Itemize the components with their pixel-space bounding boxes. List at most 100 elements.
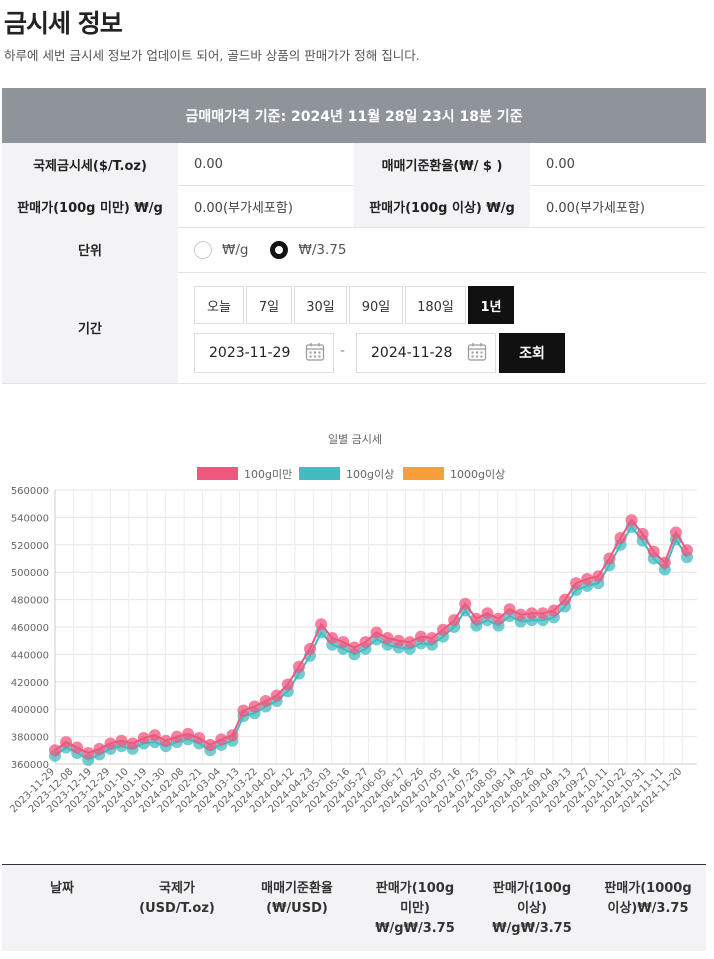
data-point <box>93 742 106 755</box>
legend-swatch <box>197 467 238 480</box>
fx-rate-value: 0.00 <box>546 156 575 172</box>
data-point <box>304 642 317 655</box>
data-point <box>270 689 283 702</box>
col-header-fx-rate: 매매기준환율 (₩/USD) <box>261 881 333 916</box>
data-point <box>115 734 128 747</box>
data-point <box>226 729 239 742</box>
period-label: 기간 <box>2 272 178 383</box>
y-tick-label: 380000 <box>11 733 49 744</box>
data-point <box>614 531 627 544</box>
data-point <box>669 526 682 539</box>
data-point <box>370 626 383 639</box>
sale-over-value: 0.00(부가세포함) <box>546 200 645 216</box>
unit-label: 단위 <box>2 227 178 272</box>
data-point <box>647 545 660 558</box>
data-point <box>425 631 438 644</box>
chart-title: 일별 금시세 <box>328 432 382 446</box>
sale-under-label: 판매가(100g 미만) ₩/g <box>2 185 178 227</box>
data-point <box>337 636 350 649</box>
period-7d-button[interactable]: 7일 <box>246 286 292 324</box>
period-1y-button[interactable]: 1년 <box>468 286 514 324</box>
col-header-sale-1000: 판매가(1000g 이상)₩/3.75 <box>604 881 692 916</box>
data-point <box>359 636 372 649</box>
sale-under-value: 0.00(부가세포함) <box>194 200 293 216</box>
data-point <box>193 731 206 744</box>
data-point <box>514 608 527 621</box>
data-point <box>182 727 195 740</box>
y-tick-label: 440000 <box>11 650 49 661</box>
unit-radio-per-gram[interactable]: ₩/g <box>194 240 248 259</box>
data-point <box>459 597 472 610</box>
data-point <box>625 514 638 527</box>
y-tick-label: 360000 <box>11 760 49 771</box>
data-point <box>137 731 150 744</box>
radio-circle-icon <box>194 240 212 259</box>
legend-label: 100g이상 <box>346 468 394 481</box>
data-point <box>470 612 483 625</box>
calendar-icon[interactable] <box>467 342 487 362</box>
data-point <box>204 738 217 751</box>
data-point <box>82 747 95 760</box>
data-point <box>392 634 405 647</box>
y-tick-label: 500000 <box>11 568 49 579</box>
intl-price-value: 0.00 <box>194 156 223 172</box>
data-point <box>315 618 328 631</box>
y-tick-label: 420000 <box>11 678 49 689</box>
period-180d-button[interactable]: 180일 <box>405 286 466 324</box>
period-row: 기간 <box>2 272 706 384</box>
col-header-sale-over: 판매가(100g 이상) ₩/g₩/3.75 <box>492 881 572 936</box>
info-row-2: 판매가(100g 미만) ₩/g 0.00(부가세포함) 판매가(100g 이상… <box>2 185 706 228</box>
data-point <box>536 607 549 620</box>
data-point <box>248 700 261 713</box>
date-range-separator: - <box>340 343 346 359</box>
data-point <box>49 744 61 757</box>
data-point <box>237 704 250 717</box>
data-point <box>658 556 671 569</box>
data-point <box>60 736 73 749</box>
y-tick-label: 540000 <box>11 513 49 524</box>
data-point <box>570 577 583 590</box>
y-tick-label: 520000 <box>11 541 49 552</box>
data-point <box>636 527 649 540</box>
data-point <box>403 636 416 649</box>
data-point <box>581 573 594 586</box>
data-point <box>559 593 572 606</box>
col-header-sale-under: 판매가(100g 미만) ₩/g₩/3.75 <box>375 881 455 936</box>
period-today-button[interactable]: 오늘 <box>194 286 244 324</box>
data-point <box>492 612 505 625</box>
legend-label: 1000g이상 <box>450 468 505 481</box>
period-90d-button[interactable]: 90일 <box>349 286 403 324</box>
data-point <box>148 729 161 742</box>
data-point <box>592 570 605 583</box>
unit-row: 단위 ₩/g ₩/3.75 <box>2 227 706 273</box>
price-basis-banner: 금매매가격 기준: 2024년 11월 28일 23시 18분 기준 <box>2 88 706 143</box>
data-point <box>159 734 172 747</box>
data-point <box>547 604 560 617</box>
data-point <box>448 614 461 627</box>
y-tick-label: 480000 <box>11 596 49 607</box>
unit-option-label: ₩/3.75 <box>298 241 347 258</box>
y-tick-label: 460000 <box>11 623 49 634</box>
data-point <box>71 741 84 754</box>
series-line <box>54 518 688 755</box>
period-30d-button[interactable]: 30일 <box>294 286 347 324</box>
data-point <box>126 737 139 750</box>
end-date-value: 2024-11-28 <box>371 345 453 361</box>
legend-swatch <box>403 467 444 480</box>
end-date-input[interactable]: 2024-11-28 <box>356 333 496 373</box>
data-point <box>170 730 183 743</box>
unit-radio-per-don[interactable]: ₩/3.75 <box>270 240 347 259</box>
calendar-icon[interactable] <box>305 342 325 362</box>
fx-rate-label: 매매기준환율(₩/ $ ) <box>354 143 530 185</box>
data-point <box>681 544 693 557</box>
start-date-input[interactable]: 2023-11-29 <box>194 333 334 373</box>
data-point <box>259 694 272 707</box>
data-point <box>281 678 294 691</box>
radio-selected-icon <box>270 240 289 259</box>
search-button[interactable]: 조회 <box>499 333 565 373</box>
col-header-date: 날짜 <box>50 881 74 896</box>
start-date-value: 2023-11-29 <box>209 345 291 361</box>
data-point <box>437 623 450 636</box>
data-point <box>481 607 494 620</box>
y-tick-label: 560000 <box>11 486 49 497</box>
